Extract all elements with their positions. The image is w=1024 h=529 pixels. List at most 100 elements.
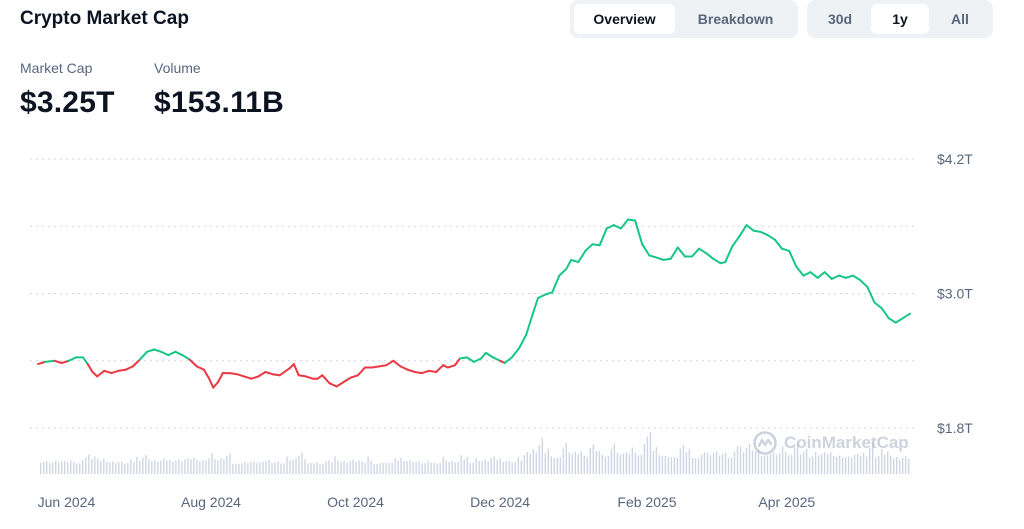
line-segment: [335, 381, 345, 388]
line-segment: [894, 317, 904, 324]
market-cap-line: [37, 218, 911, 389]
volume-bar: [823, 452, 826, 474]
volume-bar: [505, 460, 507, 474]
volume-bar: [703, 452, 706, 474]
volume-bar: [286, 456, 288, 474]
volume-bar: [457, 461, 459, 474]
volume-bar: [310, 463, 312, 474]
volume-bar: [763, 455, 766, 474]
volume-bar: [409, 460, 411, 474]
line-segment: [551, 274, 561, 294]
line-segment: [378, 364, 388, 368]
line-segment: [565, 258, 573, 270]
tab-overview[interactable]: Overview: [574, 4, 676, 34]
line-segment: [866, 285, 876, 304]
volume-bar: [79, 463, 81, 474]
volume-bar: [349, 461, 351, 474]
volume-bar: [616, 452, 619, 474]
line-segment: [676, 246, 686, 258]
volume-bar: [884, 454, 886, 474]
line-segment: [86, 363, 94, 373]
line-segment: [454, 357, 461, 367]
volume-bar: [847, 456, 850, 474]
volume-bar: [265, 461, 267, 474]
line-segment: [91, 371, 99, 378]
volume-bar: [385, 462, 387, 474]
line-segment: [44, 359, 56, 363]
volume-bar: [544, 453, 546, 474]
line-segment: [195, 365, 205, 371]
line-segment: [837, 274, 847, 279]
line-segment: [816, 271, 826, 279]
volume-bar: [676, 457, 679, 474]
volume-bar: [412, 462, 414, 474]
coinmarketcap-logo-icon: [753, 431, 777, 455]
volume-bar: [436, 463, 438, 474]
line-segment: [110, 369, 120, 375]
volume-bar: [247, 463, 249, 474]
volume-bar: [526, 452, 528, 474]
volume-bar: [541, 437, 543, 474]
volume-bar: [382, 462, 384, 474]
range-1y-button[interactable]: 1y: [871, 4, 929, 34]
grid-lines: [30, 158, 918, 429]
volume-bar: [127, 463, 129, 474]
volume-bar: [211, 453, 213, 474]
volume-bar: [205, 460, 207, 474]
volume-bar: [406, 461, 408, 474]
volume-bar: [872, 442, 874, 474]
volume-bar: [166, 460, 168, 474]
volume-bar: [337, 460, 339, 474]
line-segment: [446, 364, 456, 369]
volume-bar: [334, 456, 336, 474]
volume-bar: [151, 461, 153, 474]
range-30d-button[interactable]: 30d: [827, 11, 853, 27]
volume-bar: [301, 452, 303, 474]
page-title: Crypto Market Cap: [20, 8, 189, 29]
line-segment: [873, 301, 883, 310]
volume-bar: [715, 451, 718, 474]
line-segment: [37, 360, 47, 366]
volume-bar: [298, 456, 300, 474]
line-segment: [584, 243, 594, 252]
volume-bar: [433, 462, 435, 474]
volume-bar: [724, 452, 727, 474]
volume-bar: [850, 457, 853, 474]
volume-bar: [340, 462, 342, 474]
volume-bar: [94, 456, 96, 474]
tab-breakdown[interactable]: Breakdown: [697, 11, 774, 27]
volume-bar: [46, 461, 48, 474]
volume-bar: [532, 449, 534, 474]
x-axis-ticks: Jun 2024 Aug 2024 Oct 2024 Dec 2024 Feb 2025…: [38, 494, 816, 510]
volume-bar: [460, 455, 462, 474]
line-segment: [648, 254, 658, 259]
volume-bar: [595, 450, 597, 474]
volume-bar: [61, 461, 63, 474]
volume-bar: [778, 453, 781, 474]
volume-bar: [421, 463, 423, 474]
volume-bar: [157, 461, 159, 474]
range-all-button[interactable]: All: [951, 11, 969, 27]
volume-bar: [784, 451, 787, 474]
volume-bar: [121, 461, 123, 474]
line-segment: [532, 297, 539, 314]
volume-bar: [391, 462, 393, 474]
volume-bar: [346, 462, 348, 474]
volume-bar: [367, 456, 369, 474]
line-segment: [845, 274, 855, 279]
volume-bar: [559, 457, 561, 474]
volume-bar: [902, 457, 904, 474]
volume-bar: [835, 456, 838, 474]
volume-bar: [181, 461, 183, 474]
volume-bar: [361, 461, 363, 474]
volume-bar: [568, 452, 570, 474]
volume-bar: [769, 454, 772, 474]
volume-bar: [403, 461, 405, 474]
volume-bar: [463, 459, 465, 474]
volume-bar: [583, 455, 585, 474]
y-tick-label-1: $3.0T: [937, 286, 973, 302]
line-segment: [297, 374, 307, 378]
line-segment: [795, 265, 805, 277]
line-segment: [392, 359, 402, 368]
